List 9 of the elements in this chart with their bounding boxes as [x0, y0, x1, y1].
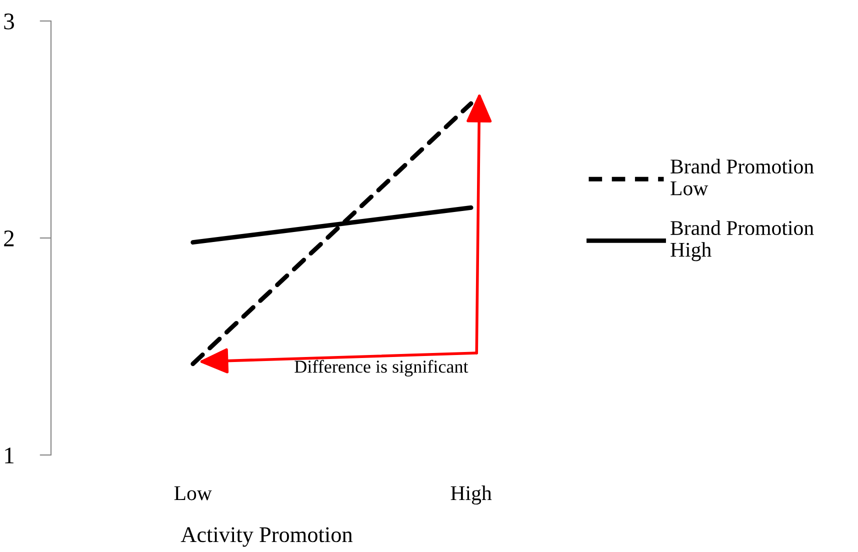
x-tick-label: Low [174, 486, 212, 500]
y-tick-label: 3 [4, 14, 14, 30]
legend-label: Brand Promotion High [670, 220, 814, 262]
annotation: Difference is significant [294, 360, 468, 377]
x-tick-label: High [450, 486, 492, 505]
x-axis-title: Activity Promotion [180, 527, 353, 547]
y-tick-label: 1 [5, 448, 14, 464]
legend-label: Brand Promotion Low [670, 158, 814, 196]
y-tick-label: 2 [4, 230, 14, 246]
